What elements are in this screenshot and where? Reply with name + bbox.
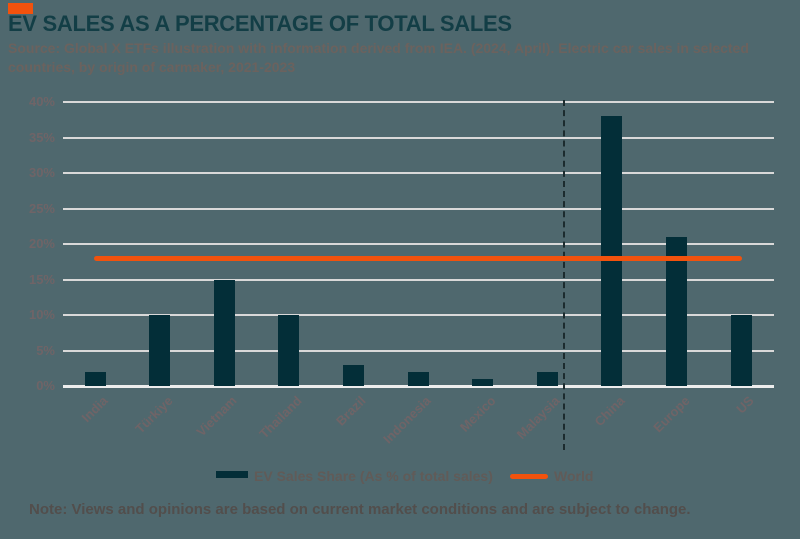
y-tick-15: 15% — [28, 271, 55, 287]
gridline-15 — [63, 278, 774, 281]
legend-line-label: World — [554, 468, 594, 484]
bar-vietnam — [213, 279, 235, 386]
gridline-30 — [63, 172, 774, 174]
bar-brazil — [342, 364, 364, 386]
accent-square — [8, 3, 33, 14]
y-tick-5: 5% — [36, 342, 55, 358]
bar-malaysia — [536, 371, 558, 386]
y-tick-35: 35% — [28, 129, 55, 145]
source-text: Source: Global X ETFs illustration with … — [8, 39, 768, 77]
bar-china — [601, 116, 623, 386]
gridline-25 — [63, 207, 774, 210]
y-tick-0: 0% — [36, 378, 55, 393]
world-line — [94, 255, 742, 261]
bar-india — [84, 371, 106, 386]
bar-indonesia — [407, 371, 429, 386]
y-tick-30: 30% — [28, 165, 55, 180]
bar-thailand — [278, 315, 300, 386]
note-text: Note: Views and opinions are based on cu… — [29, 501, 691, 518]
gridline-40 — [63, 101, 774, 103]
source-line-1: Source: Global X ETFs illustration with … — [8, 40, 749, 56]
y-tick-25: 25% — [28, 200, 55, 216]
legend-bar-label: EV Sales Share (As % of total sales) — [254, 468, 493, 484]
y-tick-10: 10% — [28, 307, 55, 322]
y-tick-40: 40% — [28, 94, 55, 109]
gridline-0 — [63, 385, 774, 388]
gridline-5 — [63, 349, 774, 352]
y-tick-20: 20% — [28, 236, 55, 251]
bar-trkiye — [149, 315, 171, 386]
bar-europe — [666, 236, 688, 386]
gridline-10 — [63, 314, 774, 316]
gridline-20 — [63, 243, 774, 245]
bar-us — [730, 315, 752, 386]
legend-line-swatch — [510, 474, 548, 479]
gridline-35 — [63, 136, 774, 139]
separator-line — [563, 100, 565, 450]
page-title: EV SALES AS A PERCENTAGE OF TOTAL SALES — [8, 11, 512, 36]
bar-mexico — [472, 378, 494, 386]
source-line-2: countries, by origin of carmaker, 2021-2… — [8, 59, 296, 75]
legend-bar-swatch — [216, 471, 248, 478]
